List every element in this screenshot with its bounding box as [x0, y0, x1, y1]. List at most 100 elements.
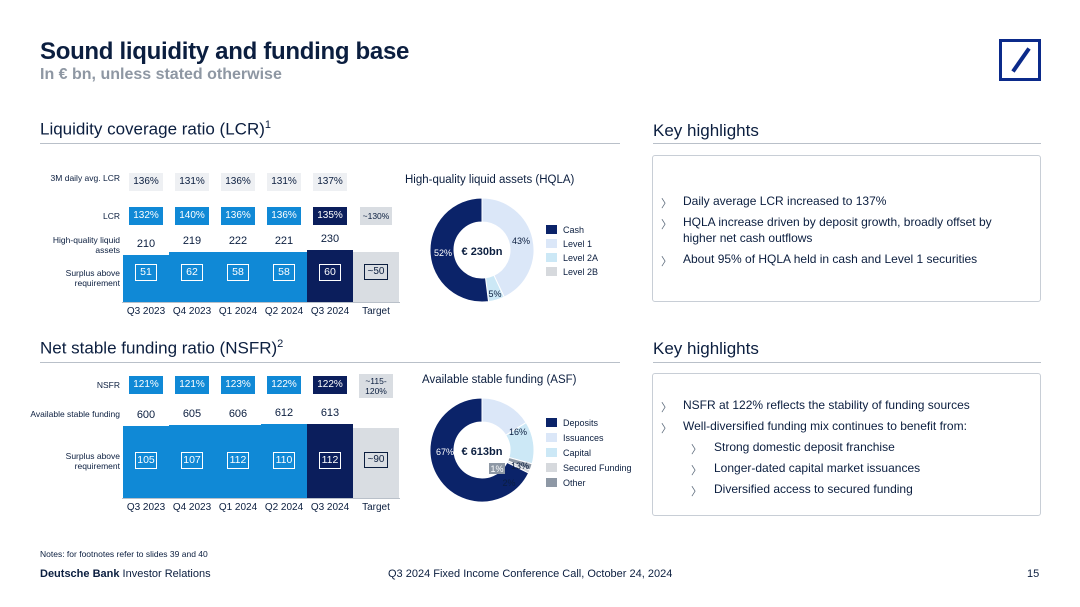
x-tick-label: Q4 2023 — [172, 502, 212, 513]
bar-surplus-label: 107 — [181, 452, 203, 469]
nsfr-value: 123% — [221, 376, 255, 394]
donut-slice — [429, 197, 490, 303]
asf-legend: Deposits Issuances Capital Secured Fundi… — [546, 416, 632, 491]
deutsche-bank-logo — [999, 39, 1041, 81]
footer-event: Q3 2024 Fixed Income Conference Call, Oc… — [388, 568, 673, 580]
footer-brand-rest: Investor Relations — [119, 568, 211, 580]
bar-q4-2023 — [169, 252, 215, 302]
asf-label-deposits: 67% — [436, 447, 454, 457]
footnotes: Notes: for footnotes refer to slides 39 … — [40, 549, 208, 559]
row-label-surplus: Surplus above requirement — [65, 268, 120, 288]
nsfr-title-text: Net stable funding ratio (NSFR) — [40, 338, 278, 358]
legend-label: Issuances — [563, 433, 604, 443]
avg-lcr-value: 131% — [175, 173, 209, 191]
x-tick-label: Q2 2024 — [264, 502, 304, 513]
x-axis-line — [122, 498, 400, 499]
x-tick-label: Q3 2024 — [310, 502, 350, 513]
legend-label: Level 2A — [563, 253, 599, 263]
chevron-right-icon: 〉 — [661, 256, 672, 268]
legend-label: Deposits — [563, 418, 599, 428]
legend-label: Cash — [563, 225, 585, 235]
lcr-value: 136% — [267, 207, 301, 225]
divider — [40, 143, 620, 144]
legend-label: Level 2B — [563, 267, 599, 277]
nsfr-value: 122% — [267, 376, 301, 394]
hqla-center-label: € 230bn — [462, 246, 503, 258]
bar-total-label: 219 — [182, 235, 202, 247]
row-label-hqla: High-quality liquid assets — [52, 235, 120, 255]
highlights-2-panel: 〉 NSFR at 122% reflects the stability of… — [652, 373, 1041, 516]
legend-label: Capital — [563, 448, 592, 458]
legend-item: Cash — [546, 223, 598, 237]
row-label-asf: Available stable funding — [30, 409, 120, 419]
chevron-right-icon: 〉 — [661, 423, 672, 435]
legend-item: Issuances — [546, 431, 632, 446]
x-tick-label: Q2 2024 — [264, 306, 304, 317]
bar-total-label: 222 — [228, 235, 248, 247]
row-label-nsfr-surplus: Surplus above requirement — [65, 451, 120, 471]
legend-label: Other — [563, 478, 586, 488]
highlight-subitem: Diversified access to secured funding — [714, 482, 913, 496]
page-title: Sound liquidity and funding base — [40, 38, 410, 65]
avg-lcr-value: 137% — [313, 173, 347, 191]
legend-swatch — [546, 463, 557, 472]
highlight-item: HQLA increase driven by deposit growth, … — [683, 215, 992, 245]
lcr-section-title: Liquidity coverage ratio (LCR)1 — [40, 119, 271, 140]
chevron-right-icon: 〉 — [691, 486, 702, 498]
highlight-item: Well-diversified funding mix continues t… — [683, 419, 967, 433]
x-tick-label: Q1 2024 — [218, 306, 258, 317]
bar-q1-2024 — [215, 252, 261, 302]
bar-total-label: 606 — [228, 408, 248, 420]
donut-slice — [429, 397, 530, 503]
divider — [40, 362, 620, 363]
highlight-subitem: Longer-dated capital market issuances — [714, 461, 921, 475]
asf-center-box — [458, 442, 506, 460]
x-axis-line — [122, 302, 400, 303]
highlight-subitem: Strong domestic deposit franchise — [714, 440, 895, 454]
bar-total-label: 605 — [182, 408, 202, 420]
chevron-right-icon: 〉 — [691, 465, 702, 477]
bar-total-label: 210 — [136, 238, 156, 250]
lcr-title-text: Liquidity coverage ratio (LCR) — [40, 119, 265, 139]
hqla-chart-title: High-quality liquid assets (HQLA) — [405, 174, 575, 186]
divider — [653, 143, 1041, 144]
legend-swatch — [546, 267, 557, 276]
page-number: 15 — [1027, 568, 1040, 580]
lcr-target-value: ~130% — [360, 207, 392, 225]
lcr-value: 136% — [221, 207, 255, 225]
x-tick-label: Target — [362, 306, 390, 317]
hqla-label-level2a: 5% — [488, 289, 501, 299]
footer-brand: Deutsche Bank Investor Relations — [40, 568, 211, 580]
lcr-value: 140% — [175, 207, 209, 225]
hqla-label-cash: 52% — [434, 248, 452, 258]
chevron-right-icon: 〉 — [661, 219, 672, 231]
bar-surplus-label: 112 — [319, 452, 341, 469]
chevron-right-icon: 〉 — [661, 402, 672, 414]
chevron-right-icon: 〉 — [691, 444, 702, 456]
hqla-center-box — [458, 242, 506, 260]
legend-swatch — [546, 239, 557, 248]
lcr-value: 135% — [313, 207, 347, 225]
avg-lcr-value: 131% — [267, 173, 301, 191]
legend-swatch — [546, 253, 557, 262]
nsfr-value: 122% — [313, 376, 347, 394]
x-tick-label: Q3 2023 — [126, 502, 166, 513]
avg-lcr-value: 136% — [221, 173, 255, 191]
asf-label-secured: 1% — [490, 464, 503, 474]
asf-center-label: € 613bn — [462, 446, 503, 458]
highlight-item: About 95% of HQLA held in cash and Level… — [683, 252, 978, 266]
legend-item: Level 2A — [546, 251, 598, 265]
page-subtitle: In € bn, unless stated otherwise — [40, 66, 282, 83]
avg-lcr-value: 136% — [129, 173, 163, 191]
bar-total-label: 221 — [274, 235, 294, 247]
row-label-nsfr: NSFR — [96, 380, 120, 390]
bar-surplus-label: 105 — [135, 452, 157, 469]
row-label-lcr: LCR — [102, 211, 120, 221]
asf-donut: € 613bn 67% 16% 13% 1% 2% — [429, 397, 535, 503]
legend-item: Secured Funding — [546, 461, 632, 476]
x-tick-label: Target — [362, 502, 390, 513]
bar-total-label: 600 — [136, 409, 156, 421]
bar-q2-2024 — [261, 424, 307, 498]
asf-chart-title: Available stable funding (ASF) — [422, 374, 577, 386]
highlights-2-title: Key highlights — [653, 339, 759, 358]
